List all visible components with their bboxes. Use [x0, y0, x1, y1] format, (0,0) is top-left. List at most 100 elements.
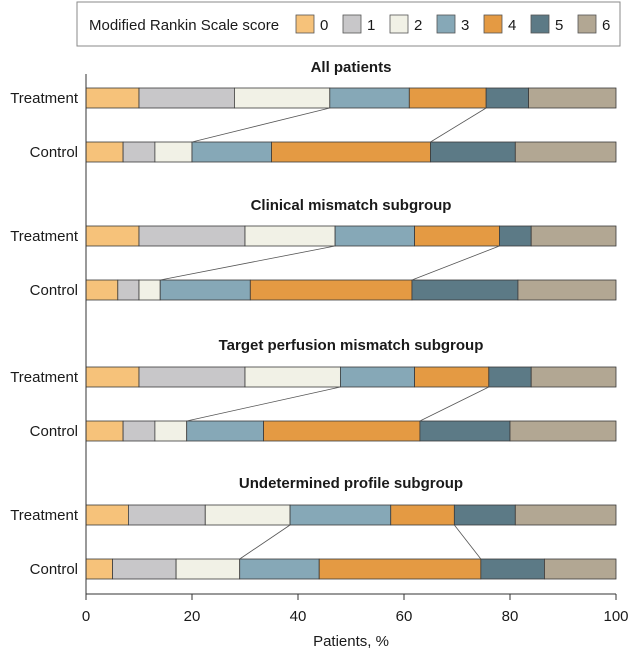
- connector-line: [420, 387, 489, 421]
- legend-label-6: 6: [602, 17, 610, 34]
- legend-swatch-0: [296, 15, 314, 33]
- bar-segment-treatment-mrs-0: [86, 367, 139, 387]
- bar-segment-treatment-mrs-6: [515, 505, 616, 525]
- bar-segment-treatment-mrs-4: [391, 505, 455, 525]
- bar-segment-treatment-mrs-1: [139, 88, 234, 108]
- bar-segment-control-mrs-0: [86, 142, 123, 162]
- bar-segment-treatment-mrs-1: [139, 367, 245, 387]
- bar-segment-control-mrs-0: [86, 280, 118, 300]
- bar-segment-control-mrs-3: [192, 142, 272, 162]
- bar-segment-control-mrs-6: [518, 280, 616, 300]
- group-title: All patients: [311, 59, 392, 76]
- bar-segment-treatment-mrs-2: [234, 88, 329, 108]
- bar-segment-treatment-mrs-0: [86, 88, 139, 108]
- bar-segment-treatment-mrs-3: [335, 226, 415, 246]
- row-label: Control: [30, 423, 78, 440]
- bar-segment-control-mrs-3: [160, 280, 250, 300]
- connector-line: [187, 387, 341, 421]
- bar-segment-control-mrs-1: [123, 142, 155, 162]
- bar-segment-control-mrs-3: [240, 559, 320, 579]
- bar-segment-treatment-mrs-2: [245, 226, 335, 246]
- legend-swatch-4: [484, 15, 502, 33]
- bar-segment-control-mrs-6: [515, 142, 616, 162]
- x-tick-label: 0: [82, 608, 90, 625]
- legend-swatch-5: [531, 15, 549, 33]
- bar-segment-control-mrs-4: [319, 559, 481, 579]
- bar-segment-treatment-mrs-5: [489, 367, 531, 387]
- row-label: Treatment: [10, 228, 79, 245]
- bar-segment-control-mrs-4: [250, 280, 412, 300]
- bar-segment-control-mrs-2: [176, 559, 240, 579]
- bar-segment-control-mrs-1: [113, 559, 177, 579]
- bar-segment-control-mrs-5: [481, 559, 545, 579]
- row-label: Treatment: [10, 90, 79, 107]
- x-tick-label: 80: [502, 608, 519, 625]
- x-tick-label: 40: [290, 608, 307, 625]
- bar-segment-control-mrs-1: [118, 280, 139, 300]
- legend-swatch-6: [578, 15, 596, 33]
- bar-segment-treatment-mrs-1: [128, 505, 205, 525]
- connector-line: [192, 108, 330, 142]
- legend-label-5: 5: [555, 17, 563, 34]
- bar-segment-control-mrs-4: [264, 421, 420, 441]
- stacked-bar-chart: Modified Rankin Scale score 0 1 2 3 4 5 6 All …: [0, 0, 632, 657]
- bar-segment-control-mrs-5: [412, 280, 518, 300]
- bar-segment-control-mrs-2: [155, 421, 187, 441]
- legend-swatch-3: [437, 15, 455, 33]
- row-label: Control: [30, 144, 78, 161]
- bar-segment-treatment-mrs-4: [409, 88, 486, 108]
- bar-segment-control-mrs-4: [272, 142, 431, 162]
- group-title: Target perfusion mismatch subgroup: [219, 337, 484, 354]
- bar-segment-control-mrs-0: [86, 421, 123, 441]
- bar-segment-treatment-mrs-3: [340, 367, 414, 387]
- x-axis-label: Patients, %: [313, 633, 389, 650]
- bar-segment-treatment-mrs-5: [486, 88, 528, 108]
- group-title: Undetermined profile subgroup: [239, 475, 463, 492]
- connector-line: [454, 525, 481, 559]
- bar-segment-treatment-mrs-4: [415, 226, 500, 246]
- bar-segment-control-mrs-0: [86, 559, 113, 579]
- bar-segment-control-mrs-1: [123, 421, 155, 441]
- x-tick-label: 20: [184, 608, 201, 625]
- group-title: Clinical mismatch subgroup: [251, 197, 452, 214]
- bar-segment-treatment-mrs-1: [139, 226, 245, 246]
- bar-segment-control-mrs-5: [431, 142, 516, 162]
- bar-segment-control-mrs-6: [510, 421, 616, 441]
- row-label: Treatment: [10, 507, 79, 524]
- legend-label-0: 0: [320, 17, 328, 34]
- bar-segment-control-mrs-2: [139, 280, 160, 300]
- bar-segment-treatment-mrs-6: [531, 226, 616, 246]
- legend-swatch-2: [390, 15, 408, 33]
- bar-segment-treatment-mrs-5: [454, 505, 515, 525]
- bar-segment-treatment-mrs-2: [245, 367, 340, 387]
- legend-swatch-1: [343, 15, 361, 33]
- bar-segment-treatment-mrs-6: [531, 367, 616, 387]
- row-label: Control: [30, 282, 78, 299]
- x-tick-label: 100: [603, 608, 628, 625]
- bar-segment-treatment-mrs-0: [86, 505, 128, 525]
- connector-line: [240, 525, 290, 559]
- legend-label-1: 1: [367, 17, 375, 34]
- connector-line: [160, 246, 335, 280]
- legend-label-3: 3: [461, 17, 469, 34]
- bar-segment-treatment-mrs-3: [290, 505, 391, 525]
- bar-segment-treatment-mrs-6: [529, 88, 616, 108]
- bar-segment-control-mrs-6: [544, 559, 616, 579]
- bar-segment-control-mrs-3: [187, 421, 264, 441]
- legend-label-4: 4: [508, 17, 516, 34]
- x-tick-label: 60: [396, 608, 413, 625]
- row-label: Treatment: [10, 369, 79, 386]
- legend-items: 0 1 2 3 4 5 6: [296, 15, 610, 34]
- connector-line: [412, 246, 499, 280]
- legend: Modified Rankin Scale score 0 1 2 3 4 5 6: [77, 2, 620, 46]
- row-label: Control: [30, 561, 78, 578]
- plot-groups: All patients Treatment Control Clinical mis…: [10, 59, 616, 579]
- bar-segment-treatment-mrs-5: [499, 226, 531, 246]
- bar-segment-treatment-mrs-2: [205, 505, 290, 525]
- connector-line: [431, 108, 487, 142]
- bar-segment-control-mrs-2: [155, 142, 192, 162]
- bar-segment-treatment-mrs-0: [86, 226, 139, 246]
- legend-title: Modified Rankin Scale score: [89, 17, 279, 34]
- bar-segment-treatment-mrs-4: [415, 367, 489, 387]
- legend-label-2: 2: [414, 17, 422, 34]
